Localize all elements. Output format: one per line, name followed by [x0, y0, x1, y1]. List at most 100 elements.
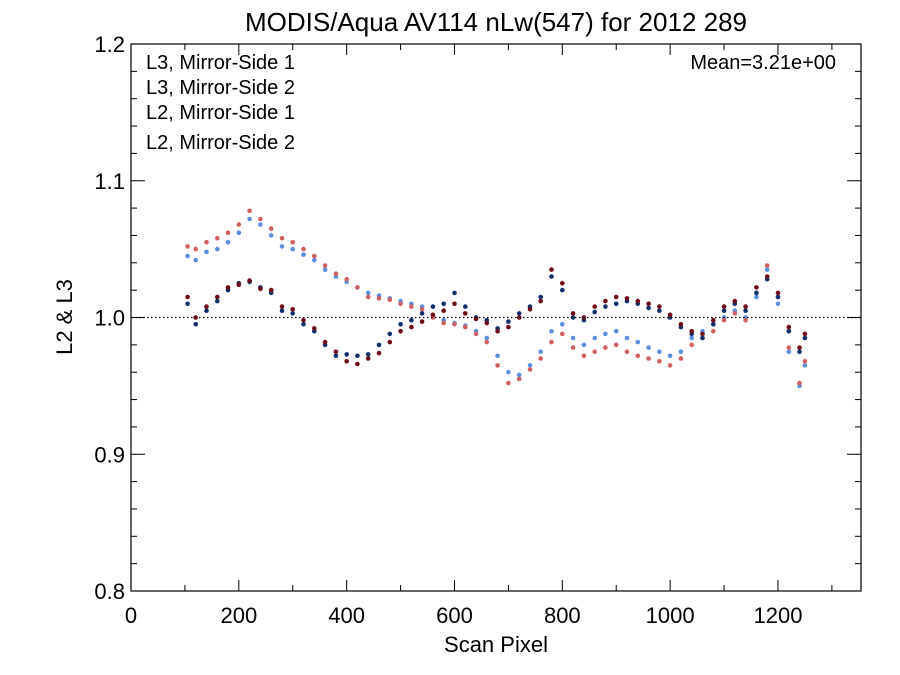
- point-l2-ms1: [764, 267, 770, 272]
- point-l3-ms2: [786, 324, 792, 330]
- point-l2-ms1: [204, 249, 209, 255]
- point-l3-ms2: [603, 298, 608, 304]
- point-l3-ms1: [193, 322, 198, 327]
- point-l3-ms2: [333, 349, 339, 355]
- x-tick-label: 200: [220, 603, 257, 628]
- point-l3-ms2: [365, 356, 371, 361]
- point-l2-ms1: [802, 363, 808, 368]
- point-l3-ms2: [743, 304, 748, 309]
- point-l2-ms1: [506, 369, 511, 375]
- point-l3-ms1: [301, 322, 306, 327]
- point-l2-ms1: [322, 267, 328, 272]
- point-l2-ms2: [581, 353, 587, 359]
- point-l2-ms2: [689, 342, 694, 348]
- point-l3-ms2: [441, 308, 447, 314]
- axis-ticks: [130, 43, 861, 592]
- point-l2-ms2: [398, 301, 403, 307]
- point-l2-ms1: [613, 328, 619, 334]
- point-l2-ms1: [301, 252, 306, 257]
- point-l2-ms1: [581, 342, 587, 348]
- point-l3-ms1: [549, 274, 554, 279]
- point-l3-ms2: [290, 307, 296, 312]
- point-l3-ms2: [279, 304, 285, 309]
- point-l2-ms1: [193, 257, 198, 263]
- y-tick-label: 0.9: [94, 442, 125, 467]
- point-l3-ms2: [754, 285, 759, 290]
- point-l3-ms2: [387, 339, 393, 345]
- point-l2-ms1: [549, 328, 554, 334]
- point-l3-ms1: [560, 287, 565, 293]
- point-l3-ms1: [430, 304, 436, 309]
- point-l3-ms2: [538, 298, 543, 304]
- point-l2-ms2: [193, 246, 198, 252]
- point-l3-ms2: [560, 281, 565, 286]
- point-l3-ms2: [700, 331, 705, 337]
- point-l2-ms2: [786, 345, 792, 350]
- point-l2-ms2: [279, 235, 285, 241]
- point-l2-ms2: [452, 322, 457, 327]
- point-l2-ms2: [516, 376, 522, 382]
- point-l2-ms2: [797, 380, 802, 386]
- point-l3-ms1: [290, 311, 296, 316]
- point-l3-ms2: [452, 301, 457, 307]
- chart-title: MODIS/Aqua AV114 nLw(547) for 2012 289: [245, 7, 747, 37]
- point-l3-ms2: [419, 319, 425, 324]
- point-l3-ms2: [344, 359, 350, 364]
- point-l3-ms2: [802, 331, 808, 337]
- point-l2-ms1: [786, 349, 792, 355]
- point-l3-ms1: [204, 308, 209, 314]
- point-l3-ms2: [204, 304, 209, 309]
- point-l2-ms1: [247, 216, 252, 222]
- point-l2-ms1: [365, 290, 371, 296]
- point-l2-ms2: [322, 263, 328, 268]
- point-l3-ms2: [667, 312, 673, 318]
- point-l3-ms2: [657, 304, 662, 309]
- point-l3-ms2: [646, 301, 651, 307]
- point-l2-ms1: [667, 353, 673, 359]
- point-l3-ms2: [430, 312, 436, 318]
- point-l2-ms2: [613, 342, 619, 348]
- point-l3-ms2: [624, 296, 630, 301]
- point-l2-ms2: [215, 235, 220, 241]
- y-tick-label: 1.0: [94, 306, 125, 331]
- mean-annotation: Mean=3.21e+00: [690, 52, 836, 74]
- point-l3-ms2: [247, 278, 252, 283]
- point-l2-ms2: [484, 339, 490, 345]
- point-l3-ms2: [398, 328, 403, 334]
- point-l3-ms1: [538, 294, 543, 300]
- point-l3-ms1: [797, 349, 802, 355]
- point-l3-ms1: [365, 352, 371, 357]
- point-l3-ms1: [613, 301, 619, 307]
- point-l2-ms1: [225, 240, 231, 245]
- point-l3-ms2: [355, 361, 360, 367]
- point-l2-ms2: [185, 244, 190, 249]
- point-l2-ms2: [603, 345, 608, 350]
- point-l3-ms2: [570, 311, 576, 316]
- point-l2-ms2: [301, 246, 306, 252]
- point-l2-ms1: [689, 335, 694, 341]
- point-l2-ms2: [204, 240, 209, 245]
- point-l3-ms1: [786, 328, 792, 334]
- point-l2-ms2: [560, 331, 565, 337]
- point-l3-ms1: [398, 322, 403, 327]
- point-l3-ms2: [732, 298, 738, 304]
- point-l3-ms1: [279, 308, 285, 314]
- point-l2-ms2: [646, 356, 651, 361]
- point-l3-ms2: [215, 294, 220, 300]
- point-l3-ms2: [613, 294, 619, 300]
- point-l2-ms1: [775, 301, 781, 307]
- point-l2-ms2: [225, 230, 231, 235]
- point-l2-ms2: [365, 294, 371, 300]
- point-l3-ms1: [603, 304, 608, 309]
- point-l2-ms1: [516, 372, 522, 378]
- point-l2-ms2: [247, 208, 252, 214]
- x-tick-label: 1000: [646, 603, 695, 628]
- point-l2-ms1: [603, 331, 608, 337]
- point-l2-ms2: [802, 359, 808, 364]
- point-l2-ms2: [592, 349, 597, 355]
- point-l3-ms2: [506, 324, 511, 330]
- point-l3-ms1: [463, 304, 468, 309]
- legend-entry-l3-ms1: L3, Mirror-Side 1: [146, 52, 295, 74]
- x-tick-label: 1200: [753, 603, 802, 628]
- point-l2-ms1: [635, 339, 641, 345]
